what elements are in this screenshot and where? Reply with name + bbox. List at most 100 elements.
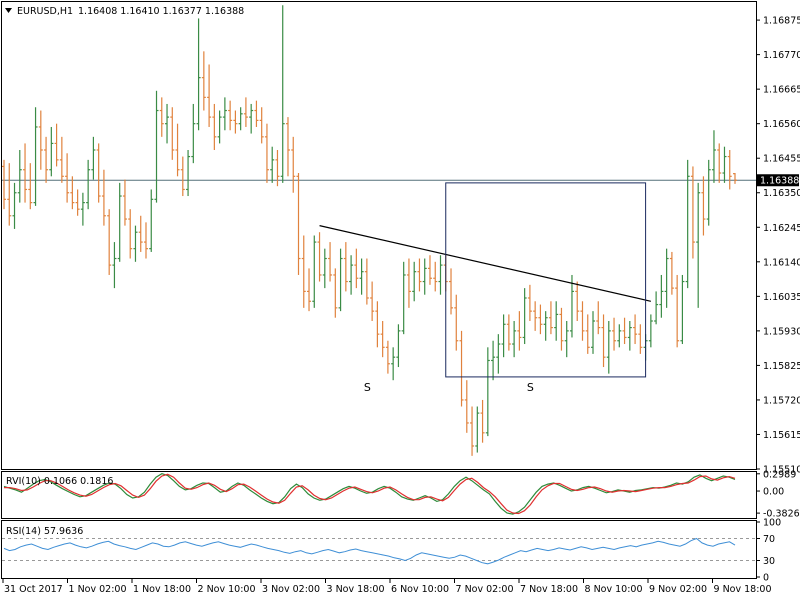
candle	[44, 136, 49, 183]
candle	[454, 294, 459, 351]
ohlc-readout: 1.16408 1.16410 1.16377 1.16388	[78, 6, 244, 17]
time-tick-label: 1 Nov 02:00	[69, 584, 127, 595]
candle	[548, 301, 553, 335]
candle	[727, 149, 732, 190]
candle	[491, 340, 496, 381]
triangle-down-icon[interactable]	[5, 8, 12, 13]
rvi-tick-label: 0.2989	[763, 469, 796, 480]
candle	[669, 251, 674, 295]
support-label: S	[527, 381, 534, 394]
rsi-lines: 100 70 30 0	[2, 518, 781, 584]
candle	[470, 406, 475, 456]
rsi-tick-label: 30	[763, 556, 775, 567]
candle	[733, 173, 737, 184]
candle	[585, 314, 590, 354]
candle	[238, 107, 243, 131]
range-box	[445, 182, 647, 378]
rvi-tick-label: 0.00	[763, 487, 784, 498]
candle	[49, 126, 54, 177]
candle	[249, 103, 254, 134]
candle	[207, 64, 212, 127]
candle	[112, 242, 117, 289]
candle	[354, 248, 359, 289]
time-tick-label: 2 Nov 10:00	[198, 584, 256, 595]
candle	[328, 242, 333, 282]
candle	[533, 301, 538, 331]
candle	[91, 136, 96, 180]
candle	[506, 314, 511, 351]
candle	[296, 173, 301, 275]
candle	[717, 143, 722, 183]
price-tick-label: 1.15615	[763, 430, 800, 441]
candle	[680, 274, 685, 345]
price-axis-ticks: 1.16875 1.16770 1.16665 1.16560 1.16455 1.163…	[2, 16, 800, 476]
candle	[701, 176, 706, 236]
price-tick-label: 1.16350	[763, 188, 800, 199]
candle	[449, 268, 454, 315]
candle	[333, 268, 338, 318]
candle	[317, 232, 322, 282]
candle	[80, 192, 85, 226]
trendline	[319, 225, 651, 302]
candle	[312, 235, 317, 308]
candle	[485, 347, 490, 437]
rvi-panel	[1, 471, 757, 519]
rsi-line	[3, 537, 736, 565]
price-tick-label: 1.16770	[763, 50, 800, 61]
candle	[480, 399, 485, 443]
price-tick-label: 1.15825	[763, 361, 800, 372]
candle	[186, 149, 191, 197]
price-tick-label: 1.15510	[763, 465, 800, 476]
candle	[396, 324, 401, 368]
candle	[380, 321, 385, 358]
symbol-label: EURUSD,H1	[17, 6, 73, 17]
candle	[285, 117, 290, 177]
current-price-marker: 1.16388	[757, 174, 799, 187]
candle	[165, 103, 170, 144]
rsi-tick-label: 100	[763, 518, 781, 529]
time-axis: 31 Oct 2017 1 Nov 02:00 1 Nov 18:00 2 Nov 1…	[2, 578, 772, 595]
candle	[212, 103, 217, 150]
candle	[375, 301, 380, 348]
candle	[33, 107, 38, 206]
candle	[543, 311, 548, 341]
candle	[659, 274, 664, 318]
candle	[191, 103, 196, 164]
candle	[59, 136, 64, 183]
candle	[54, 123, 59, 167]
candle	[364, 258, 369, 305]
candle	[65, 153, 70, 203]
candle	[601, 314, 606, 368]
candle	[23, 143, 28, 203]
candle	[343, 242, 348, 292]
candle	[280, 5, 285, 183]
candles[interactable]	[2, 5, 737, 456]
price-tick-label: 1.16560	[763, 119, 800, 130]
candle	[696, 182, 701, 308]
candle	[7, 163, 12, 226]
candle	[201, 51, 206, 111]
candle	[475, 406, 480, 453]
candle	[690, 166, 695, 259]
candle	[149, 189, 154, 252]
candle	[675, 274, 680, 348]
candle	[96, 143, 101, 203]
candle	[117, 182, 122, 262]
price-tick-label: 1.15720	[763, 395, 800, 406]
current-price-box	[757, 174, 799, 187]
candle	[180, 156, 185, 197]
candle	[496, 334, 501, 374]
candle	[128, 209, 133, 259]
rsi-tick-label: 70	[763, 534, 775, 545]
rvi-lines: 0.2989 0.00 -0.3826	[3, 469, 800, 520]
candle	[138, 215, 143, 252]
candle	[217, 110, 222, 144]
candle	[228, 100, 233, 131]
candle	[422, 258, 427, 295]
candle	[2, 159, 6, 210]
rvi-tick-label: -0.3826	[763, 509, 800, 520]
candle	[501, 314, 506, 358]
candle	[406, 258, 411, 308]
